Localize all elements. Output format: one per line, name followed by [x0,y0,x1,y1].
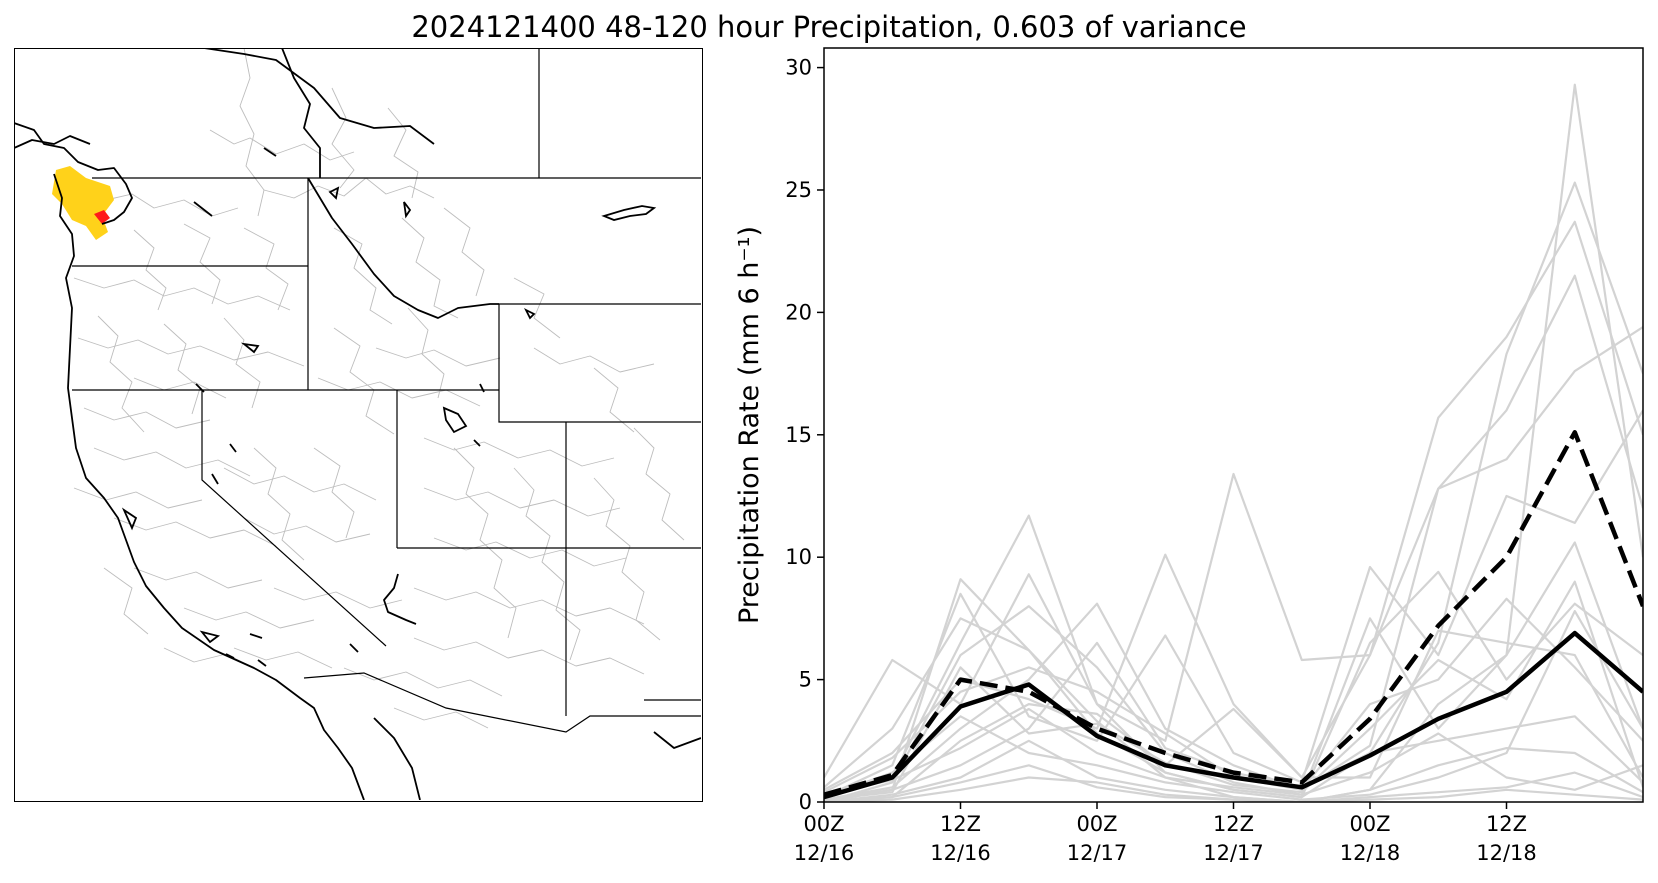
y-axis-label: Precipitation Rate (mm 6 h⁻¹) [734,226,765,624]
state-borders [72,48,701,733]
solid-series-line [824,630,1643,800]
highlighted-basin-primary [52,166,114,240]
x-tick-label-date: 12/17 [1203,841,1264,865]
lakes [121,147,657,667]
ensemble-member-line [824,570,1643,799]
y-tick-label: 5 [799,668,812,692]
x-tick-label-date: 12/18 [1340,841,1401,865]
x-tick-label-time: 12Z [940,812,981,836]
ensemble-member-line [824,629,1643,802]
y-tick-label: 25 [785,178,812,202]
ensemble-member-line [824,274,1643,801]
y-tick-label: 30 [785,56,812,80]
x-tick-label-date: 12/17 [1067,841,1128,865]
ensemble-member-line [824,326,1643,779]
x-tick-label-date: 12/16 [794,841,855,865]
x-tick-label-date: 12/18 [1476,841,1537,865]
ensemble-member-line [824,610,1643,801]
x-tick-label-date: 12/16 [930,841,991,865]
x-tick-label-time: 12Z [1486,812,1527,836]
watershed-boundaries [73,48,685,729]
ensemble-member-line [824,707,1643,796]
figure-title: 2024121400 48-120 hour Precipitation, 0.… [411,10,1247,44]
coastline [14,48,701,800]
ensemble-member-line [824,541,1643,802]
highlighted-basin-secondary [94,210,110,224]
ensemble-member-line [824,739,1643,802]
ensemble-member-line [824,409,1643,799]
x-tick-label-time: 12Z [1213,812,1254,836]
watershed-map [14,48,701,800]
x-tick-label-time: 00Z [1076,812,1117,836]
y-tick-label: 0 [799,790,812,814]
dashed-series-line [824,430,1643,797]
y-tick-label: 10 [785,545,812,569]
y-tick-label: 15 [785,423,812,447]
ensemble-member-line [824,764,1643,802]
chart-axes-frame [823,47,1644,803]
y-tick-label: 20 [785,300,812,324]
ensemble-member-line [824,580,1643,801]
x-tick-label-time: 00Z [803,812,844,836]
x-tick-label-time: 00Z [1349,812,1390,836]
